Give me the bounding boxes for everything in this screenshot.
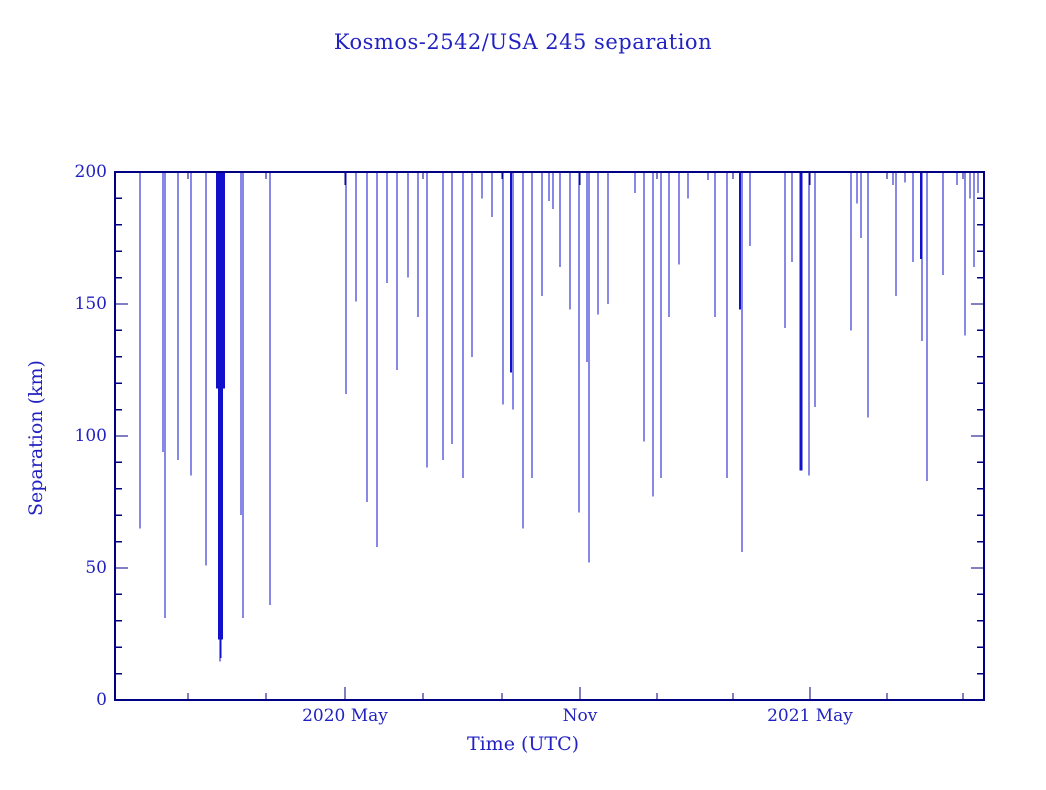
- x-axis-label: Time (UTC): [466, 733, 580, 755]
- x-tick-label: 2021 May: [767, 706, 853, 726]
- y-tick-label: 100: [74, 426, 107, 446]
- plot-frame: [114, 171, 985, 701]
- y-tick-label: 200: [74, 162, 107, 182]
- y-tick-label: 0: [96, 690, 107, 710]
- x-tick-label: Nov: [562, 706, 598, 726]
- y-tick-label: 50: [85, 558, 107, 578]
- x-tick-label: 2020 May: [302, 706, 388, 726]
- y-tick-label: 150: [74, 294, 107, 314]
- chart-title: Kosmos-2542/USA 245 separation: [333, 30, 713, 54]
